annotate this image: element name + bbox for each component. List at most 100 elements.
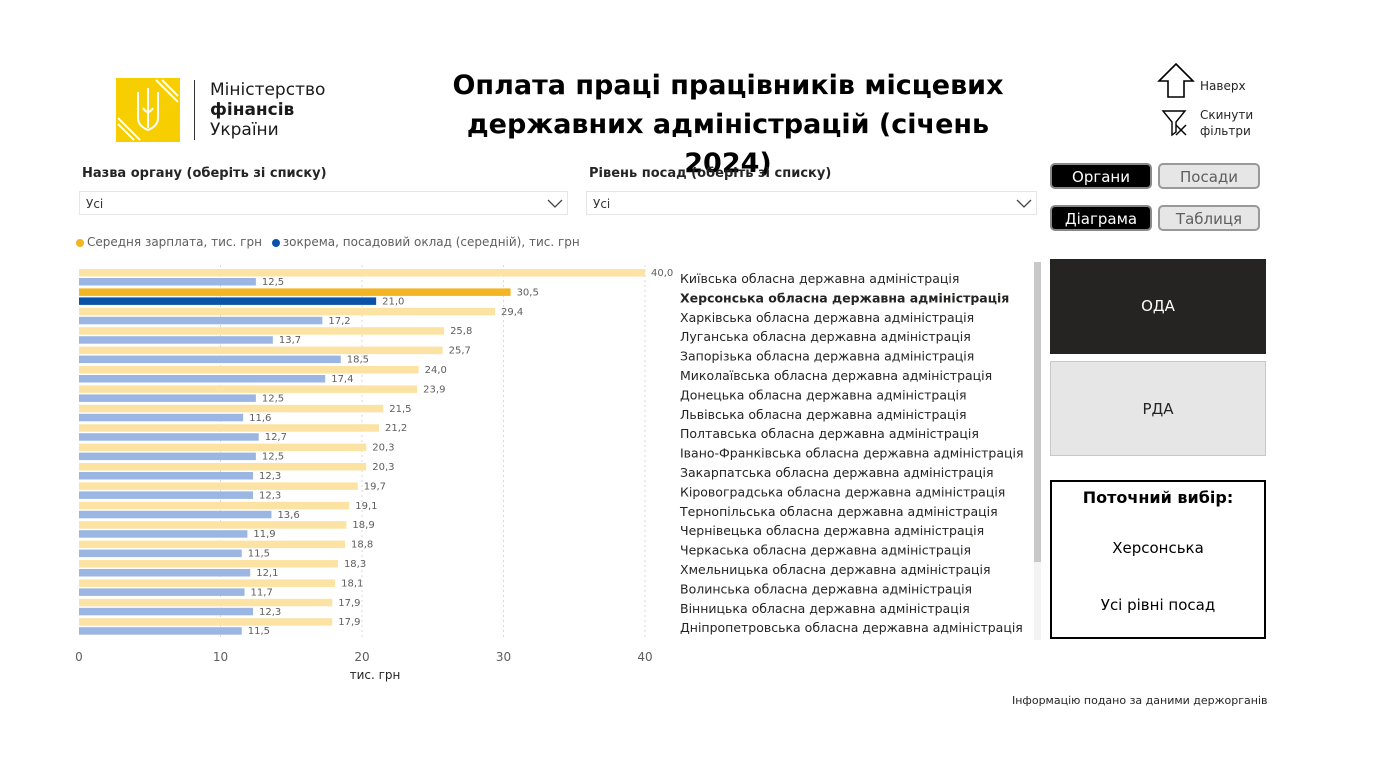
bar-base-salary[interactable]	[79, 297, 377, 305]
bar-base-salary[interactable]	[79, 316, 323, 325]
bar-base-salary[interactable]	[79, 452, 256, 461]
bar-base-salary[interactable]	[79, 336, 273, 344]
category-label[interactable]: Київська обласна державна адміністрація	[680, 271, 959, 286]
reset-filters-button[interactable]	[1161, 108, 1191, 138]
bar-base-salary[interactable]	[79, 491, 254, 499]
data-label-base-salary: 12,5	[262, 277, 284, 288]
bar-avg-salary[interactable]	[79, 288, 511, 296]
bar-avg-salary[interactable]	[79, 443, 367, 452]
toggle-positions-button[interactable]: Посади	[1158, 163, 1260, 189]
bar-base-salary[interactable]	[79, 530, 248, 538]
bar-base-salary[interactable]	[79, 627, 242, 635]
data-label-avg-salary: 19,1	[355, 501, 377, 512]
category-label[interactable]: Тернопільська обласна державна адміністр…	[679, 504, 998, 519]
bar-avg-salary[interactable]	[79, 598, 333, 607]
bar-avg-salary[interactable]	[79, 463, 367, 471]
bar-avg-salary[interactable]	[79, 424, 379, 432]
org-filter-dropdown[interactable]: Усі	[79, 191, 568, 215]
bar-avg-salary[interactable]	[79, 482, 358, 490]
data-label-avg-salary: 21,5	[389, 404, 411, 415]
page-title-line1: Оплата праці працівників місцевих	[452, 70, 1004, 101]
org-filter-value: Усі	[86, 197, 104, 211]
bar-base-salary[interactable]	[79, 472, 254, 480]
bar-avg-salary[interactable]	[79, 404, 384, 413]
bar-avg-salary[interactable]	[79, 346, 443, 355]
current-selection-level: Усі рівні посад	[1100, 596, 1216, 614]
bar-base-salary[interactable]	[79, 588, 245, 596]
toggle-organs-button[interactable]: Органи	[1050, 163, 1152, 189]
current-selection-org: Херсонська	[1112, 539, 1204, 557]
data-label-base-salary: 12,3	[259, 490, 281, 501]
data-label-avg-salary: 18,1	[341, 578, 363, 589]
category-label[interactable]: Хмельницька обласна державна адміністрац…	[680, 562, 991, 577]
bar-base-salary[interactable]	[79, 375, 326, 383]
category-label[interactable]: Запорізька обласна державна адміністраці…	[680, 349, 974, 364]
data-label-avg-salary: 20,3	[372, 443, 394, 454]
data-label-base-salary: 17,4	[331, 374, 353, 385]
bar-avg-salary[interactable]	[79, 366, 419, 374]
category-label[interactable]: Закарпатська обласна державна адміністра…	[680, 465, 994, 480]
bar-avg-salary[interactable]	[79, 618, 333, 626]
data-label-avg-salary: 29,4	[501, 307, 523, 318]
toggle-table-button[interactable]: Таблиця	[1158, 205, 1260, 231]
data-label-base-salary: 12,5	[262, 452, 284, 463]
bar-base-salary[interactable]	[79, 355, 341, 364]
logo-text-line3: України	[210, 120, 279, 140]
x-axis-label: тис. грн	[350, 668, 401, 682]
category-label[interactable]: Харківська обласна державна адміністраці…	[680, 310, 974, 325]
category-label[interactable]: Донецька обласна державна адміністрація	[680, 387, 966, 402]
bar-avg-salary[interactable]	[79, 579, 336, 587]
bar-base-salary[interactable]	[79, 569, 251, 577]
reset-filters-label-2[interactable]: фільтри	[1200, 124, 1251, 138]
toggle-diagram-button[interactable]: Діаграма	[1050, 205, 1152, 231]
legend-item-base-salary[interactable]: зокрема, посадовий оклад (середній), тис…	[271, 235, 580, 249]
chart-legend: Середня зарплата, тис. грн зокрема, поса…	[76, 235, 580, 249]
data-label-avg-salary: 20,3	[372, 462, 394, 473]
data-label-avg-salary: 24,0	[425, 365, 447, 376]
bar-base-salary[interactable]	[79, 607, 254, 616]
bar-avg-salary[interactable]	[79, 307, 496, 316]
bar-base-salary[interactable]	[79, 433, 259, 441]
bar-avg-salary[interactable]	[79, 521, 347, 529]
bar-base-salary[interactable]	[79, 413, 244, 422]
category-label[interactable]: Черкаська обласна державна адміністрація	[680, 543, 971, 558]
scroll-top-button[interactable]	[1157, 62, 1197, 100]
data-label-avg-salary: 40,0	[651, 268, 673, 279]
category-label[interactable]: Івано-Франківська обласна державна адмін…	[680, 446, 1024, 461]
data-label-base-salary: 17,2	[328, 316, 350, 327]
chart-scrollbar-thumb[interactable]	[1034, 262, 1041, 562]
bar-base-salary[interactable]	[79, 278, 256, 286]
bar-avg-salary[interactable]	[79, 501, 350, 510]
rda-tile-button[interactable]: РДА	[1050, 361, 1266, 456]
category-label[interactable]: Дніпропетровська обласна державна адміні…	[680, 620, 1023, 635]
data-label-avg-salary: 17,9	[338, 598, 360, 609]
category-label[interactable]: Полтавська обласна державна адміністраці…	[680, 426, 979, 441]
data-label-base-salary: 11,6	[249, 413, 271, 424]
legend-item-avg-salary[interactable]: Середня зарплата, тис. грн	[76, 235, 262, 249]
oda-tile-button[interactable]: ОДА	[1050, 259, 1266, 354]
bar-base-salary[interactable]	[79, 549, 242, 558]
reset-filters-label-1[interactable]: Скинути	[1200, 108, 1254, 122]
data-label-avg-salary: 18,9	[352, 520, 374, 531]
bar-avg-salary[interactable]	[79, 560, 338, 568]
category-label[interactable]: Луганська обласна державна адміністрація	[680, 329, 971, 344]
bar-avg-salary[interactable]	[79, 269, 645, 277]
category-label[interactable]: Вінницька обласна державна адміністрація	[680, 601, 970, 616]
bar-avg-salary[interactable]	[79, 540, 346, 549]
data-label-base-salary: 11,7	[251, 587, 273, 598]
bar-base-salary[interactable]	[79, 510, 272, 519]
bar-avg-salary[interactable]	[79, 327, 445, 335]
category-label[interactable]: Миколаївська обласна державна адміністра…	[680, 368, 992, 383]
chevron-down-icon	[1016, 195, 1032, 215]
category-label[interactable]: Львівська обласна державна адміністрація	[680, 407, 967, 422]
category-label[interactable]: Херсонська обласна державна адміністраці…	[680, 290, 1009, 305]
category-label[interactable]: Чернівецька обласна державна адміністрац…	[680, 523, 984, 538]
bar-avg-salary[interactable]	[79, 385, 418, 393]
category-label[interactable]: Кіровоградська обласна державна адмініст…	[680, 484, 1005, 499]
bar-base-salary[interactable]	[79, 394, 256, 402]
scroll-top-label[interactable]: Наверх	[1200, 79, 1246, 93]
category-label[interactable]: Волинська обласна державна адміністрація	[680, 581, 972, 596]
x-tick-label: 0	[75, 650, 83, 664]
x-tick-label: 10	[213, 650, 228, 664]
level-filter-dropdown[interactable]: Усі	[586, 191, 1037, 215]
